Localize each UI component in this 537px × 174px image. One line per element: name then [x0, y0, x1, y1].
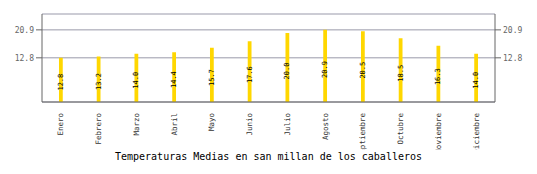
svg-text:20.9: 20.9 — [321, 61, 329, 78]
svg-text:20.0: 20.0 — [283, 63, 291, 80]
svg-text:15.7: 15.7 — [208, 69, 216, 86]
svg-text:Noviembre: Noviembre — [434, 113, 443, 150]
svg-text:20.9: 20.9 — [503, 26, 522, 35]
svg-text:12.8: 12.8 — [503, 54, 522, 63]
svg-text:12.8: 12.8 — [57, 74, 65, 91]
svg-text:Septiembre: Septiembre — [358, 113, 367, 150]
svg-text:20.5: 20.5 — [359, 62, 367, 79]
svg-text:12.8: 12.8 — [15, 54, 34, 63]
svg-text:Enero: Enero — [56, 113, 65, 136]
svg-text:17.6: 17.6 — [246, 66, 254, 83]
html-text:Temperaturas Medias en san mil: Temperaturas Medias en san millan de los… — [115, 151, 422, 162]
svg-text:14.0: 14.0 — [472, 72, 480, 89]
svg-text:Agosto: Agosto — [321, 113, 330, 141]
svg-text:Junio: Junio — [245, 113, 254, 136]
svg-text:14.4: 14.4 — [170, 71, 178, 88]
svg-text:20.9: 20.9 — [15, 26, 34, 35]
svg-text:Abril: Abril — [170, 113, 179, 136]
svg-text:Marzo: Marzo — [132, 113, 141, 136]
svg-text:13.2: 13.2 — [95, 73, 103, 90]
svg-text:Octubre: Octubre — [396, 113, 405, 145]
svg-text:16.3: 16.3 — [434, 68, 442, 85]
svg-text:Febrero: Febrero — [94, 113, 103, 145]
svg-text:14.0: 14.0 — [132, 72, 140, 89]
svg-text:Mayo: Mayo — [207, 113, 216, 132]
svg-text:Julio: Julio — [283, 113, 292, 136]
svg-text:Diciembre: Diciembre — [472, 113, 481, 150]
svg-text:18.5: 18.5 — [397, 65, 405, 82]
